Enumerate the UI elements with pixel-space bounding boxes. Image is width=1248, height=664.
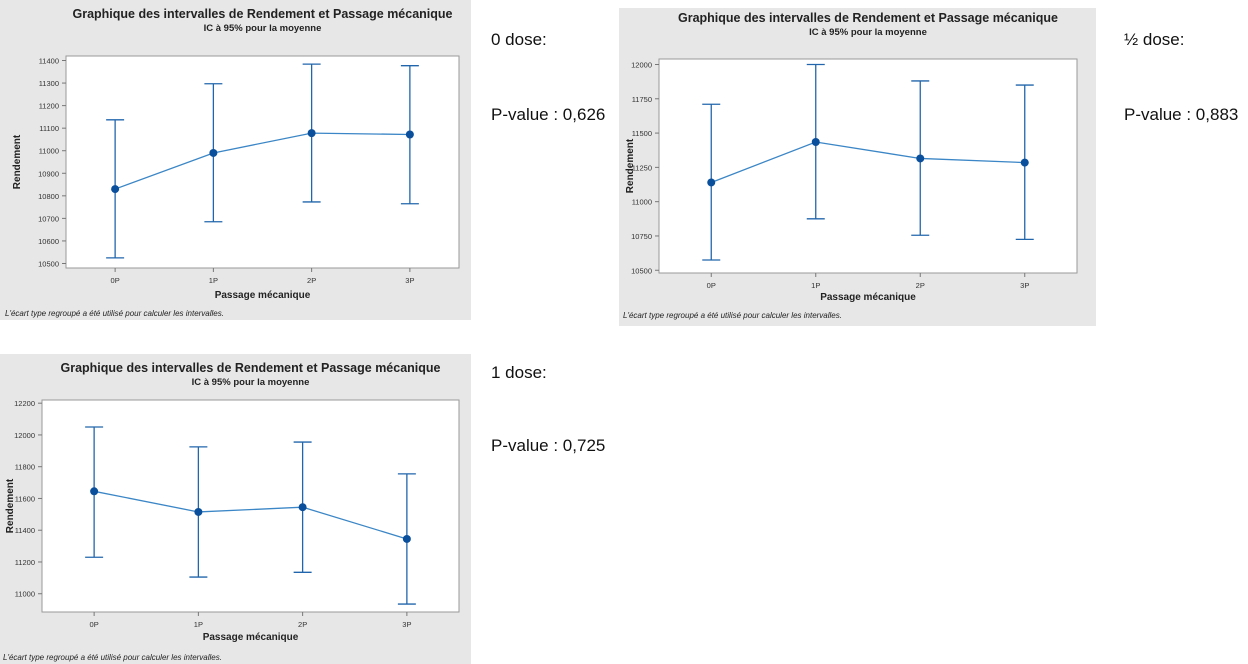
- x-tick-label: 0P: [111, 276, 120, 285]
- chart-panel-1-dose: Graphique des intervalles de Rendement e…: [0, 354, 471, 664]
- y-tick-label: 12200: [14, 399, 35, 408]
- y-tick-label: 11300: [39, 79, 59, 88]
- chart-footnote: L'écart type regroupé a été utilisé pour…: [623, 311, 842, 320]
- mean-point: [916, 154, 925, 163]
- chart-title: Graphique des intervalles de Rendement e…: [73, 7, 453, 21]
- y-tick-label: 11100: [39, 124, 59, 133]
- mean-line: [93, 490, 408, 540]
- dose-label-half: ½ dose:: [1124, 30, 1185, 49]
- y-tick-label: 12000: [14, 431, 35, 440]
- dose-label-1: 1 dose:: [491, 363, 547, 382]
- mean-point: [209, 148, 218, 157]
- y-axis-label: Rendement: [625, 138, 636, 193]
- y-tick-label: 11000: [632, 198, 652, 207]
- mean-point: [405, 130, 414, 139]
- mean-point: [707, 178, 716, 187]
- y-tick-label: 10600: [38, 237, 59, 246]
- mean-point: [298, 503, 307, 512]
- mean-point: [811, 137, 820, 146]
- mean-point: [194, 507, 203, 516]
- mean-point: [111, 185, 120, 194]
- y-tick-label: 11250: [632, 163, 652, 172]
- y-tick-label: 12000: [631, 60, 652, 69]
- y-tick-label: 11400: [39, 57, 59, 66]
- chart-subtitle: IC à 95% pour la moyenne: [809, 27, 927, 38]
- x-tick-label: 3P: [402, 620, 411, 629]
- mean-point: [402, 534, 411, 543]
- mean-line: [711, 141, 1025, 184]
- y-tick-label: 10500: [38, 259, 59, 268]
- x-tick-label: 1P: [811, 281, 820, 290]
- x-tick-label: 1P: [194, 620, 203, 629]
- chart-subtitle: IC à 95% pour la moyenne: [204, 23, 322, 34]
- x-tick-label: 2P: [916, 281, 925, 290]
- y-tick-label: 10700: [38, 214, 59, 223]
- mean-point: [307, 129, 316, 138]
- x-tick-label: 0P: [707, 281, 716, 290]
- pvalue-label-1: P-value : 0,725: [491, 436, 606, 455]
- chart-subtitle: IC à 95% pour la moyenne: [192, 377, 310, 388]
- chart-title: Graphique des intervalles de Rendement e…: [61, 361, 441, 375]
- interval-plot-half-dose: Graphique des intervalles de Rendement e…: [623, 11, 1078, 320]
- chart-footnote: L'écart type regroupé a été utilisé pour…: [5, 309, 224, 318]
- x-axis-label: Passage mécanique: [820, 292, 916, 303]
- pvalue-label-half: P-value : 0,883: [1124, 105, 1239, 124]
- y-axis-label: Rendement: [5, 478, 16, 533]
- x-tick-label: 3P: [405, 276, 414, 285]
- y-tick-label: 11400: [15, 526, 35, 535]
- chart-title: Graphique des intervalles de Rendement e…: [678, 11, 1058, 25]
- y-tick-label: 11200: [39, 102, 59, 111]
- x-tick-label: 0P: [90, 620, 99, 629]
- chart-panel-0-dose: Graphique des intervalles de Rendement e…: [0, 0, 471, 320]
- y-tick-label: 11000: [15, 590, 35, 599]
- mean-point: [1020, 158, 1029, 167]
- x-axis-label: Passage mécanique: [215, 290, 311, 301]
- chart-footnote: L'écart type regroupé a été utilisé pour…: [3, 653, 222, 662]
- plot-area: [41, 399, 460, 613]
- y-axis-label: Rendement: [12, 134, 23, 189]
- y-tick-label: 11800: [15, 463, 35, 472]
- y-tick-label: 11750: [632, 95, 652, 104]
- x-axis-label: Passage mécanique: [203, 632, 299, 643]
- interval-plot-1-dose: Graphique des intervalles de Rendement e…: [3, 361, 460, 662]
- y-tick-label: 10800: [38, 192, 59, 201]
- y-tick-label: 11200: [15, 558, 35, 567]
- y-tick-label: 10900: [38, 169, 59, 178]
- y-tick-label: 11500: [632, 129, 652, 138]
- pvalue-label-0: P-value : 0,626: [491, 105, 606, 124]
- mean-point: [90, 487, 99, 496]
- y-tick-label: 11000: [39, 147, 59, 156]
- x-tick-label: 2P: [298, 620, 307, 629]
- y-tick-label: 11600: [15, 494, 35, 503]
- x-tick-label: 3P: [1020, 281, 1029, 290]
- chart-panel-half-dose: Graphique des intervalles de Rendement e…: [619, 8, 1096, 326]
- plot-area: [65, 55, 460, 269]
- interval-plot-0-dose: Graphique des intervalles de Rendement e…: [5, 7, 460, 318]
- x-tick-label: 2P: [307, 276, 316, 285]
- plot-area: [658, 58, 1078, 274]
- y-tick-label: 10750: [631, 232, 652, 241]
- mean-line: [114, 132, 410, 190]
- y-tick-label: 10500: [631, 266, 652, 275]
- x-tick-label: 1P: [209, 276, 218, 285]
- dose-label-0: 0 dose:: [491, 30, 547, 49]
